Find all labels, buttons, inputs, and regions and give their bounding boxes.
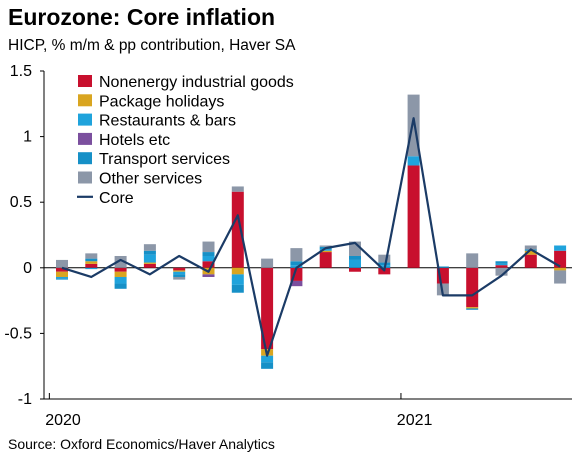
bar-segment [85,253,98,259]
bar-segment [290,280,303,287]
bar-segment [231,186,244,192]
bar-segment [319,249,332,251]
legend-label: Nonenergy industrial goods [99,74,294,91]
bar-segment [466,267,479,308]
bar-segment [466,308,479,310]
x-tick-label: 2020 [45,412,81,429]
legend-label: Restaurants & bars [99,113,236,130]
bar-segment [114,267,127,272]
legend-label-core: Core [99,190,134,207]
bar-segment [466,307,479,309]
bar-segment [407,165,420,268]
bar-segment [56,259,68,268]
x-tick-label: 2021 [397,412,433,429]
bar-segment [231,191,244,268]
bar-segment [524,254,537,268]
bar-segment [231,267,244,275]
bar-segment [261,258,274,268]
legend-swatch [78,113,92,126]
bar-segment [143,250,156,255]
bar-segment [114,271,127,277]
bar-segment [143,244,156,251]
bar-segment [143,263,156,268]
bar-segment [319,250,332,253]
bar-segment [202,274,215,277]
bar-segment [319,245,332,247]
bar-segment [290,248,303,262]
bar-segment [554,267,567,271]
bar-segment [349,267,361,272]
bar-segment [173,271,186,275]
bar-segment [495,267,508,276]
legend-label: Hotels etc [99,132,170,149]
bar-segment [85,267,98,270]
legend-swatch [78,171,92,184]
bar-segment [114,283,127,289]
bar-segment [56,276,68,279]
y-tick-label: -0.5 [4,325,32,342]
bar-segment [524,245,537,250]
chart-subtitle: HICP, % m/m & pp contribution, Haver SA [8,37,296,54]
bar-segment [173,267,186,271]
legend-swatch [78,132,92,145]
y-tick-label: 1.5 [10,63,32,80]
bar-segment [85,261,98,264]
bar-segment [495,263,508,266]
bar-segment [56,278,68,280]
legend-label: Package holidays [99,93,224,110]
bar-segment [436,266,449,268]
bar-segment [554,270,567,284]
bar-segment [378,254,391,263]
chart-title: Eurozone: Core inflation [8,4,276,30]
bar-segment [495,265,508,268]
bar-segment [173,276,186,280]
bar-segment [56,271,68,277]
y-tick-label: -1 [18,391,32,408]
source-note: Source: Oxford Economics/Haver Analytics [8,436,275,452]
bar-segment [407,156,420,166]
bar-segment [202,255,215,262]
core-inflation-line [61,117,561,357]
bar-segment [231,274,244,285]
bar-segment [261,362,274,369]
legend-swatch [78,75,92,87]
bar-segment [173,270,186,272]
bar-segment [114,276,127,284]
bar-segment [85,258,98,262]
bar-segment [202,241,215,253]
bar-segment [349,259,361,268]
bar-segment [231,284,244,293]
bar-segment [378,262,391,266]
legend-label: Transport services [99,151,230,168]
bar-segment [319,252,332,268]
bar-segment [349,255,361,260]
bar-segment [114,255,127,268]
bar-segment [56,267,68,272]
y-tick-label: 1 [23,129,32,146]
bar-segment [524,250,537,255]
bar-segment [202,261,215,268]
legend-swatch [78,152,92,165]
bar-segment [173,274,186,277]
bar-segment [202,252,215,256]
bar-segment [143,262,156,264]
bar-segment [495,261,508,264]
legend-label: Other services [99,171,202,188]
y-tick-label: 0 [23,260,32,277]
bar-segment [143,254,156,263]
bar-segment [290,261,303,266]
bar-segment [85,263,98,268]
bar-segment [466,253,479,268]
bar-segment [261,355,274,363]
legend-swatch [78,94,92,107]
y-tick-label: 0.5 [10,194,32,211]
bar-segment [554,245,567,251]
bar-segment [261,267,274,350]
